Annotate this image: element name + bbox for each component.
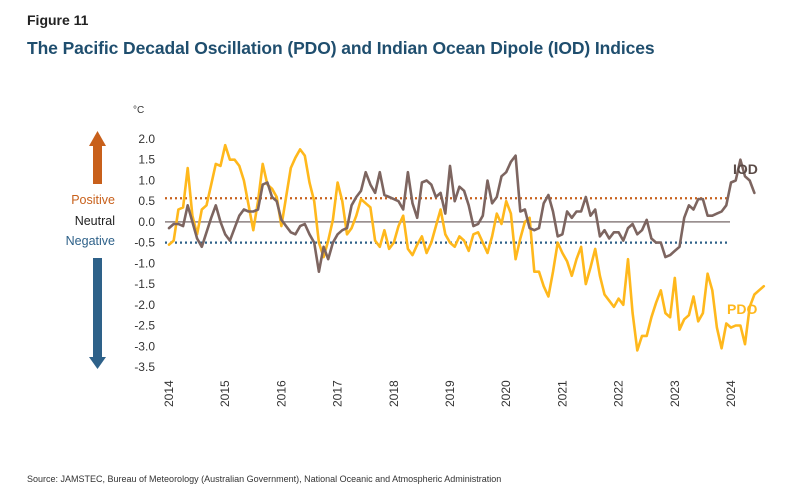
neutral-label: Neutral <box>75 214 115 228</box>
iod-series-line <box>167 154 756 274</box>
figure-label: Figure 11 <box>27 12 89 28</box>
x-tick-label: 2018 <box>387 380 401 407</box>
x-tick-label: 2019 <box>443 380 457 407</box>
negative-label: Negative <box>66 234 115 248</box>
x-tick-label: 2024 <box>724 380 738 407</box>
y-tick-label: -3.5 <box>134 360 155 374</box>
x-tick-label: 2014 <box>162 380 176 407</box>
x-tick-label: 2020 <box>499 380 513 407</box>
x-tick-label: 2022 <box>612 380 626 407</box>
positive-arrow-icon <box>89 131 106 184</box>
y-tick-label: -1.0 <box>134 256 155 270</box>
source-note: Source: JAMSTEC, Bureau of Meteorology (… <box>27 474 502 484</box>
x-tick-label: 2023 <box>668 380 682 407</box>
x-tick-label: 2017 <box>331 380 345 407</box>
pdo-series-line <box>167 143 766 352</box>
x-tick-label: 2021 <box>555 380 569 407</box>
positive-label: Positive <box>71 193 115 207</box>
y-tick-label: -1.5 <box>134 277 155 291</box>
y-tick-label: 1.5 <box>138 153 155 167</box>
y-tick-label: 0.5 <box>138 194 155 208</box>
y-tick-label: 1.0 <box>138 173 155 187</box>
negative-arrow-icon <box>89 258 106 369</box>
iod-series-label: IOD <box>733 161 758 177</box>
x-tick-label: 2015 <box>218 380 232 407</box>
x-tick-label: 2016 <box>274 380 288 407</box>
pdo-series-label: PDO <box>727 301 757 317</box>
y-tick-label: -2.0 <box>134 298 155 312</box>
y-tick-label: -3.0 <box>134 339 155 353</box>
y-tick-label: -0.5 <box>134 236 155 250</box>
y-axis-unit: °C <box>133 105 144 116</box>
chart-title: The Pacific Decadal Oscillation (PDO) an… <box>27 38 655 58</box>
y-tick-label: -2.5 <box>134 319 155 333</box>
y-tick-label: 0.0 <box>138 215 155 229</box>
y-tick-label: 2.0 <box>138 132 155 146</box>
